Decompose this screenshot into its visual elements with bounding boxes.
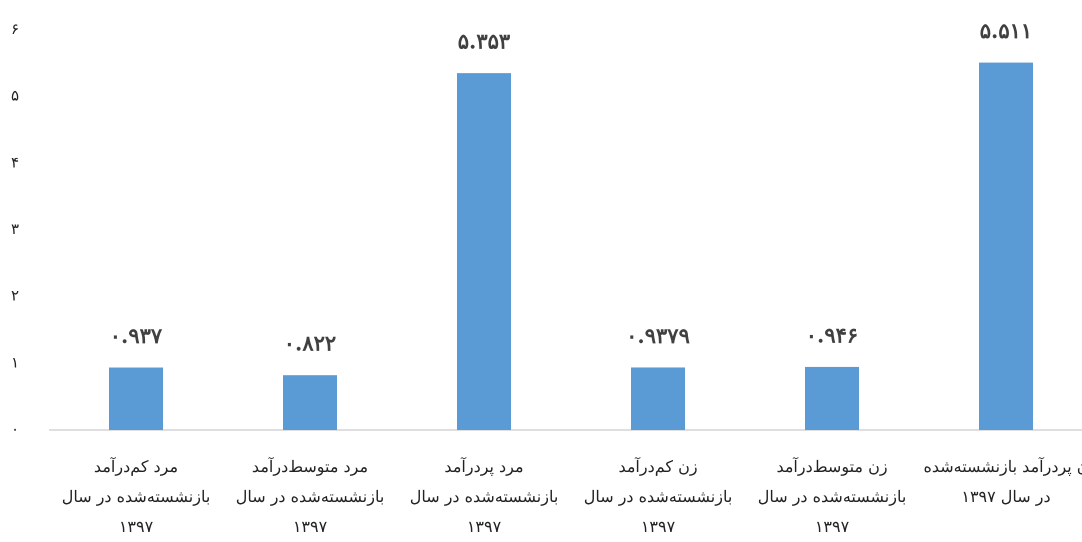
y-tick-label: ۲ (11, 287, 19, 305)
y-tick-label: ۳ (11, 220, 19, 238)
value-label: ۰.۹۳۷۹ (626, 323, 690, 348)
bar (457, 73, 511, 430)
y-tick-label: ۴ (11, 153, 19, 171)
bar (283, 375, 337, 430)
y-tick-label: ۵ (11, 87, 19, 105)
x-tick-label: زن متوسط‌درآمد بازنشسته‌شده در سال ۱۳۹۷ (748, 452, 916, 542)
bar (805, 367, 859, 430)
y-tick-label: ۱ (11, 353, 19, 371)
value-label: ۰.۹۳۷ (110, 323, 163, 348)
page: {"chart_data": {"type": "bar", "categori… (0, 0, 1082, 537)
x-tick-label: مرد کم‌درآمد بازنشسته‌شده در سال ۱۳۹۷ (52, 452, 220, 542)
bar (109, 368, 163, 430)
value-label: ۵.۳۵۳ (458, 29, 511, 54)
x-tick-label: زن کم‌درآمد بازنشسته‌شده در سال ۱۳۹۷ (574, 452, 742, 542)
value-label: ۰.۹۴۶ (806, 322, 858, 347)
x-tick-label: ن پردرآمد بازنشسته‌شده در سال ۱۳۹۷ (922, 452, 1082, 512)
y-tick-label: ۶ (11, 20, 19, 38)
x-tick-label: مرد متوسط‌درآمد بازنشسته‌شده در سال ۱۳۹۷ (226, 452, 394, 542)
bar (631, 367, 685, 430)
value-label: ۵.۵۱۱ (980, 18, 1032, 43)
bar (979, 63, 1033, 430)
value-label: ۰.۸۲۲ (284, 331, 336, 356)
x-tick-label: مرد پردرآمد بازنشسته‌شده در سال ۱۳۹۷ (400, 452, 568, 542)
y-tick-label: ۰ (11, 420, 19, 438)
